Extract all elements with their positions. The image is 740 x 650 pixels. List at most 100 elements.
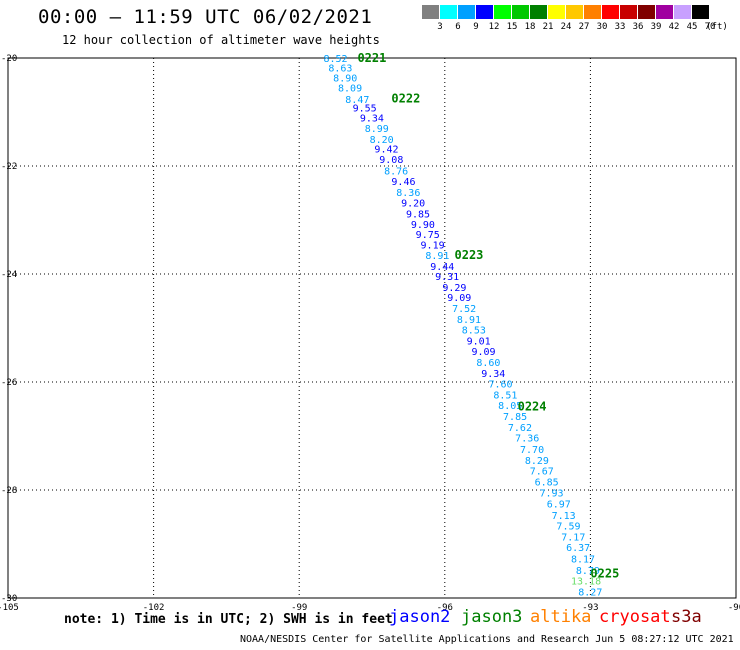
color-scale-label: 24 — [560, 22, 572, 32]
wave-height-value: 9.44 — [430, 262, 454, 273]
wave-height-value: 7.52 — [452, 304, 476, 315]
wave-height-value: 9.42 — [374, 145, 398, 156]
lat-tick-label: -20 — [1, 54, 17, 64]
wave-height-value: 7.36 — [515, 434, 539, 445]
legend-item-jason2: jason2 — [389, 607, 451, 627]
lon-tick-label: -96 — [437, 603, 453, 613]
wave-height-value: 6.37 — [566, 543, 590, 554]
color-scale-label: 36 — [632, 22, 644, 32]
footer-credit: NOAA/NESDIS Center for Satellite Applica… — [240, 634, 734, 645]
wave-height-value: 9.19 — [421, 240, 445, 251]
wave-height-labels: 8.528.638.908.098.479.559.348.998.209.42… — [323, 54, 602, 599]
wave-height-value: 8.09 — [338, 84, 362, 95]
lat-tick-label: -26 — [1, 378, 17, 388]
color-scale-label: 27 — [578, 22, 590, 32]
legend-item-cryosat: cryosat — [599, 607, 671, 627]
lon-tick-label: -90 — [728, 603, 740, 613]
wave-height-value: 7.67 — [530, 467, 554, 478]
pass-time-label: 0221 — [357, 51, 386, 65]
wave-height-value: 9.31 — [435, 272, 459, 283]
color-scale-label: 39 — [650, 22, 662, 32]
color-swatch — [674, 5, 691, 19]
wave-height-value: 8.27 — [578, 588, 602, 599]
color-swatch — [494, 5, 511, 19]
wave-height-value: 8.52 — [323, 54, 347, 65]
wave-height-value: 9.34 — [360, 113, 384, 124]
wave-height-value: 8.99 — [365, 124, 389, 135]
lat-tick-label: -28 — [1, 486, 17, 496]
wave-height-value: 9.75 — [416, 230, 440, 241]
lon-tick-label: -93 — [582, 603, 598, 613]
wave-height-value: 8.51 — [493, 390, 517, 401]
wave-height-value: 7.85 — [503, 412, 527, 423]
wave-height-value: 9.01 — [467, 336, 491, 347]
wave-height-value: 8.60 — [476, 358, 500, 369]
color-swatch — [422, 5, 439, 19]
color-scale-label: 12 — [488, 22, 500, 32]
wave-height-value: 6.97 — [547, 500, 571, 511]
lat-tick-label: -30 — [1, 594, 17, 604]
wave-height-value: 9.09 — [447, 293, 471, 304]
wave-height-value: 13.18 — [571, 577, 601, 588]
wave-height-value: 8.79 — [576, 566, 600, 577]
pass-time-label: 0224 — [518, 399, 547, 413]
color-scale-label: 70 — [704, 22, 716, 32]
lon-tick-labels: -105 -102 -99 -96 -93 -90 — [0, 603, 740, 613]
legend-item-s3a: s3a — [671, 607, 702, 627]
wave-height-value: 8.63 — [328, 64, 352, 75]
wave-height-value: 9.09 — [471, 347, 495, 358]
page-title: 00:00 — 11:59 UTC 06/02/2021 — [38, 6, 373, 28]
color-swatch — [548, 5, 565, 19]
wave-height-value: 9.29 — [442, 283, 466, 294]
units-note: note: 1) Time is in UTC; 2) SWH is in fe… — [64, 612, 393, 627]
lat-lon-grid — [8, 58, 736, 598]
color-swatch — [440, 5, 457, 19]
wave-height-value: 7.60 — [488, 380, 512, 391]
wave-height-value: 8.47 — [345, 95, 369, 106]
color-scale-label: 18 — [524, 22, 536, 32]
color-swatch — [566, 5, 583, 19]
wave-height-value: 7.13 — [552, 511, 576, 522]
pass-time-label: 0222 — [391, 92, 420, 106]
wave-height-value: 8.36 — [396, 188, 420, 199]
lon-tick-label: -105 — [0, 603, 19, 613]
wave-height-value: 8.90 — [333, 73, 357, 84]
wave-height-value: 8.76 — [384, 166, 408, 177]
lon-tick-label: -99 — [291, 603, 307, 613]
wave-height-value: 8.17 — [571, 555, 595, 566]
wave-height-value: 9.20 — [401, 199, 425, 210]
color-scale-label: 6 — [455, 22, 461, 32]
wave-height-value: 9.90 — [411, 220, 435, 231]
color-swatch — [656, 5, 673, 19]
wave-height-value: 7.70 — [520, 445, 544, 456]
color-swatch — [602, 5, 619, 19]
wave-height-value: 8.20 — [370, 135, 394, 146]
color-scale-label: 9 — [473, 22, 479, 32]
wave-height-value: 7.62 — [508, 423, 532, 434]
wave-height-value: 6.85 — [535, 477, 559, 488]
lat-tick-labels: -20 -22 -24 -26 -28 -30 — [1, 54, 17, 604]
wave-height-value: 9.34 — [481, 369, 505, 380]
color-scale-label: 42 — [668, 22, 680, 32]
wave-height-value: 7.17 — [561, 532, 585, 543]
pass-time-label: 0225 — [590, 567, 619, 581]
color-swatch — [620, 5, 637, 19]
wave-height-value: 9.46 — [391, 177, 415, 188]
color-scale-unit: (ft) — [706, 22, 728, 32]
wave-height-value: 9.85 — [406, 210, 430, 221]
color-scale-label: 3 — [437, 22, 443, 32]
page-subtitle: 12 hour collection of altimeter wave hei… — [62, 33, 380, 47]
color-swatch — [692, 5, 709, 19]
lon-tick-label: -102 — [143, 603, 165, 613]
color-swatch — [458, 5, 475, 19]
legend-item-altika: altika — [530, 607, 592, 627]
lat-tick-label: -22 — [1, 162, 17, 172]
wave-height-value: 9.08 — [379, 155, 403, 166]
color-scale-label: 15 — [506, 22, 518, 32]
wave-height-value: 8.53 — [462, 326, 486, 337]
color-swatch — [530, 5, 547, 19]
pass-time-label: 0223 — [455, 248, 484, 262]
color-scale-label: 33 — [614, 22, 626, 32]
color-swatch — [584, 5, 601, 19]
